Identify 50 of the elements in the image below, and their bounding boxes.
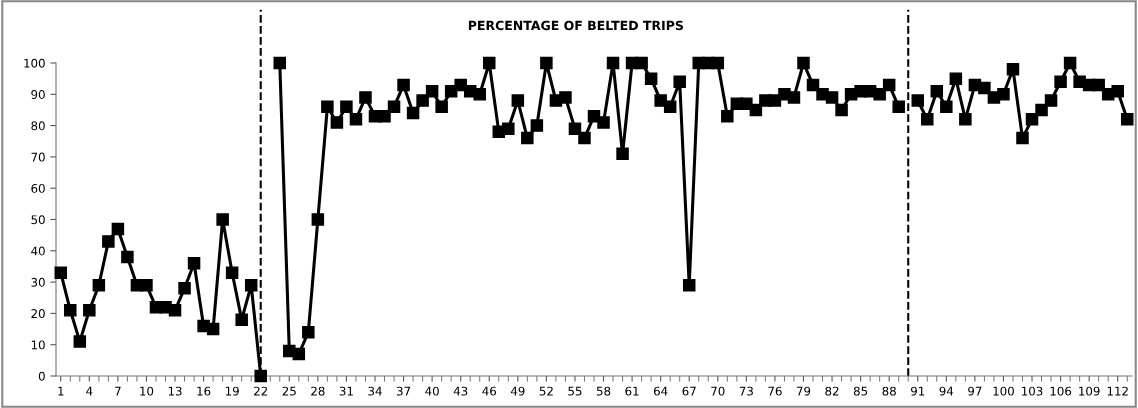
x-tick-label: 79 [796,386,811,396]
x-tick-label: 1 [58,386,64,396]
x-tick-label: 7 [115,386,121,396]
x-tick-label: 25 [282,386,296,396]
x-tick-label: 76 [768,386,782,396]
x-tick-label: 64 [653,386,668,396]
x-tick-label: 61 [625,386,639,396]
y-tick-label: 90 [31,90,45,99]
y-tick-label: 40 [31,246,45,256]
y-tick-label: 60 [31,183,45,193]
y-tick-label: 70 [31,152,45,162]
y-tick-label: 10 [31,340,45,350]
x-tick-label: 55 [568,386,582,396]
x-tick-label: 13 [168,386,182,396]
x-tick-label: 31 [339,386,353,396]
x-tick-label: 112 [1107,386,1128,396]
x-tick-label: 37 [396,386,411,396]
y-tick-label: 80 [31,121,45,131]
x-tick-label: 85 [853,386,868,396]
x-tick-label: 40 [425,386,439,396]
x-tick-label: 97 [968,386,982,396]
x-tick-label: 88 [882,386,896,396]
x-tick-label: 109 [1079,386,1100,396]
x-tick-label: 46 [482,386,497,396]
x-tick-label: 16 [197,386,211,396]
x-tick-label: 70 [711,386,725,396]
x-tick-label: 34 [368,386,382,396]
x-tick-label: 4 [86,386,93,396]
x-tick-label: 43 [453,386,468,396]
x-tick-label: 28 [311,386,325,396]
x-tick-label: 106 [1050,386,1072,396]
chart-title: PERCENTAGE OF BELTED TRIPS [468,20,683,31]
y-tick-label: 0 [38,371,45,381]
x-tick-label: 22 [254,386,268,396]
y-tick-label: 100 [24,58,45,68]
x-tick-label: 49 [510,386,525,396]
x-tick-label: 67 [682,386,696,396]
x-tick-label: 52 [539,386,553,396]
x-tick-label: 103 [1022,386,1043,396]
x-tick-label: 58 [596,386,611,396]
x-tick-label: 73 [739,386,753,396]
x-tick-label: 10 [140,386,154,396]
y-tick-label: 20 [31,309,45,319]
x-tick-label: 19 [225,386,239,396]
y-tick-label: 50 [31,215,45,225]
x-tick-label: 82 [825,386,839,396]
x-tick-label: 100 [993,386,1014,396]
y-tick-label: 30 [31,277,45,287]
x-tick-label: 94 [939,386,954,396]
x-tick-label: 91 [910,386,925,396]
